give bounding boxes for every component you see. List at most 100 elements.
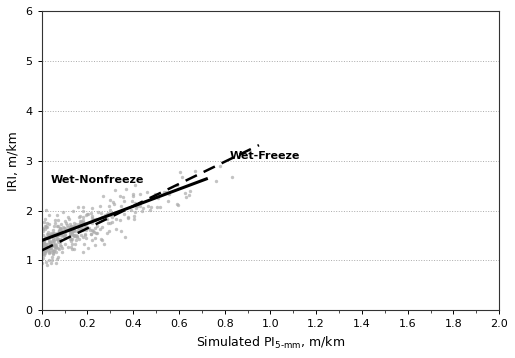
Point (46, 232, 54, 238)
Point (43, 263, 52, 268)
Point (191, 168, 199, 174)
Point (174, 202, 182, 208)
Point (104, 210, 112, 216)
Point (77, 232, 85, 238)
Point (94, 209, 102, 214)
Point (67, 238, 75, 244)
Point (82, 235, 90, 241)
Point (59, 232, 67, 238)
Point (38, 260, 46, 266)
Point (186, 188, 195, 194)
Point (68, 232, 77, 237)
Point (58, 228, 66, 233)
Point (80, 221, 89, 227)
Point (67, 246, 76, 252)
Point (143, 189, 151, 195)
Point (39, 256, 47, 261)
Point (74, 227, 82, 233)
Point (38, 238, 46, 243)
Point (100, 241, 108, 247)
Point (108, 219, 116, 224)
Point (75, 225, 83, 231)
Point (54, 236, 62, 241)
Point (53, 233, 61, 239)
Point (56, 239, 64, 245)
Point (42, 246, 50, 251)
Point (79, 234, 88, 240)
Point (77, 227, 85, 232)
Point (66, 229, 75, 235)
Point (173, 182, 181, 188)
Point (105, 203, 113, 209)
Point (52, 242, 60, 248)
Point (49, 248, 58, 253)
Point (132, 203, 141, 209)
Point (112, 216, 120, 222)
Point (112, 226, 120, 232)
Point (51, 236, 59, 242)
Point (52, 249, 60, 255)
Point (88, 214, 96, 219)
Point (53, 223, 61, 229)
Point (41, 226, 49, 232)
Point (39, 251, 47, 257)
Point (58, 249, 66, 255)
Point (88, 228, 96, 233)
Point (61, 226, 70, 231)
Point (127, 198, 135, 204)
Point (40, 250, 48, 256)
Point (111, 188, 119, 193)
Point (77, 222, 85, 227)
Point (98, 214, 107, 220)
Point (46, 241, 54, 246)
Point (79, 214, 88, 220)
Point (131, 183, 139, 188)
Point (40, 248, 48, 254)
Point (103, 211, 111, 217)
Point (39, 232, 47, 238)
Point (182, 194, 190, 200)
Point (40, 242, 48, 248)
Point (87, 232, 95, 237)
Point (79, 221, 87, 227)
Point (73, 234, 81, 240)
Point (116, 203, 125, 208)
Point (66, 227, 74, 233)
Point (60, 241, 68, 247)
Point (59, 209, 67, 215)
Point (97, 237, 105, 242)
Point (43, 242, 51, 247)
Point (156, 204, 164, 209)
Point (52, 245, 60, 250)
Point (38, 244, 46, 250)
Point (178, 174, 186, 180)
Point (40, 238, 48, 244)
Point (45, 222, 53, 227)
Point (41, 234, 49, 240)
Point (50, 230, 58, 236)
Point (46, 232, 55, 238)
Point (71, 241, 79, 247)
Point (48, 247, 57, 253)
Point (57, 237, 65, 243)
Point (212, 178, 220, 184)
Point (67, 229, 76, 235)
Point (57, 222, 65, 227)
Point (69, 228, 77, 234)
Point (61, 232, 69, 237)
Point (49, 237, 57, 243)
Point (48, 257, 57, 263)
Point (108, 214, 116, 219)
Point (51, 218, 59, 223)
Point (98, 214, 107, 219)
Point (121, 234, 129, 240)
Point (52, 260, 60, 266)
Point (41, 243, 49, 249)
Point (79, 227, 87, 233)
Point (55, 228, 63, 234)
Point (44, 237, 53, 243)
Point (46, 245, 54, 251)
Point (70, 232, 78, 238)
Point (70, 220, 78, 226)
Point (79, 217, 87, 223)
